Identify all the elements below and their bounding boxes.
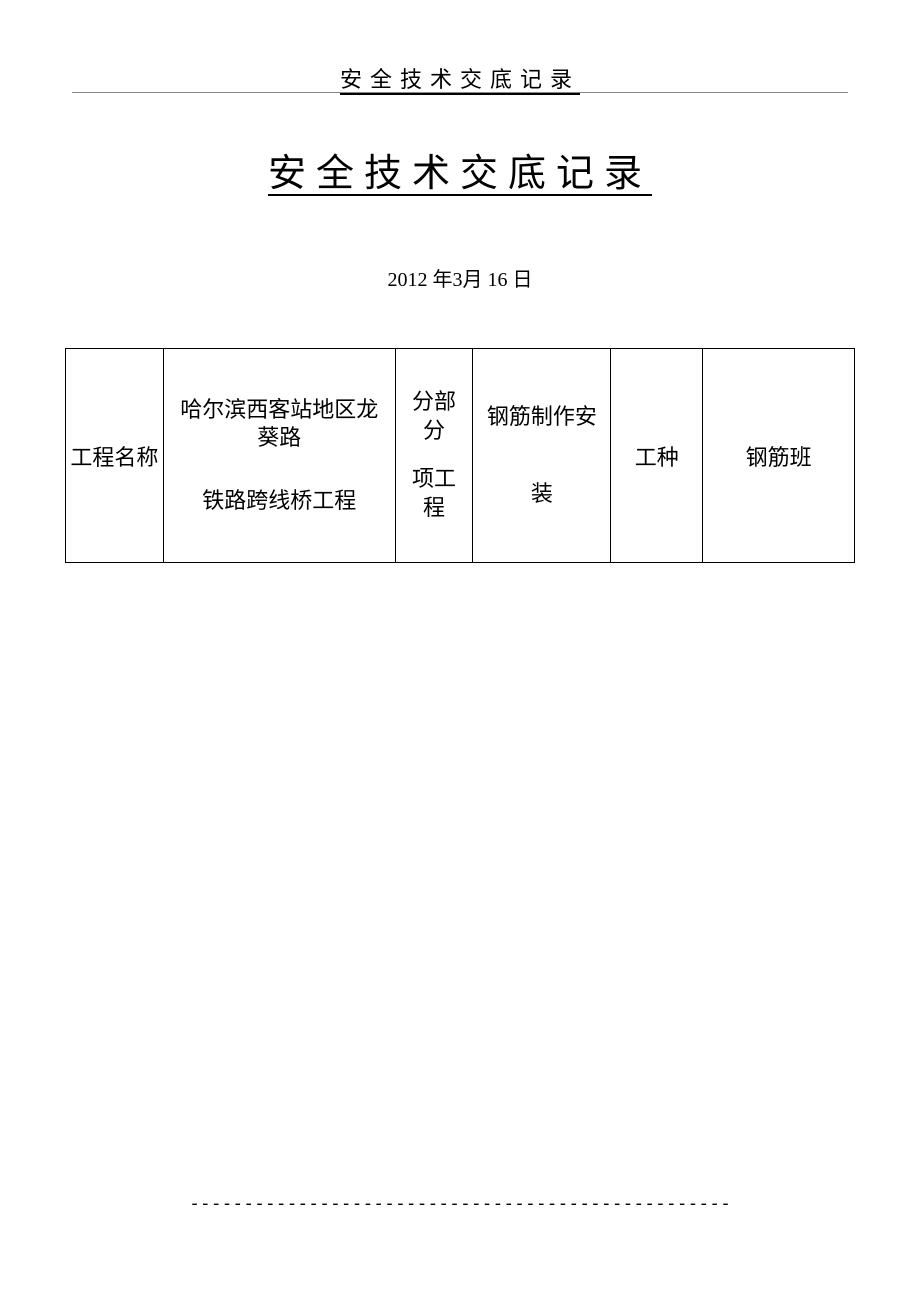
work-type-label-cell: 工种 <box>611 349 703 563</box>
running-title: 安全技术交底记录 <box>0 0 920 100</box>
project-name-line1: 哈尔滨西客站地区龙葵路 <box>170 396 389 453</box>
header-rule <box>72 92 848 93</box>
work-type-value-cell: 钢筋班 <box>703 349 855 563</box>
subproject-label-line1: 分部分 <box>402 388 467 445</box>
subproject-value-cell: 钢筋制作安 装 <box>473 349 611 563</box>
footer-dashes: ----------------------------------------… <box>0 1193 920 1214</box>
info-table: 工程名称 哈尔滨西客站地区龙葵路 铁路跨线桥工程 分部分 项工程 钢筋制作安 装… <box>65 348 855 563</box>
subproject-value-line2: 装 <box>531 480 553 509</box>
table-row: 工程名称 哈尔滨西客站地区龙葵路 铁路跨线桥工程 分部分 项工程 钢筋制作安 装… <box>66 349 855 563</box>
date-line: 2012 年3月 16 日 <box>0 263 920 292</box>
subproject-label-line2: 项工程 <box>402 465 467 522</box>
main-title: 安全技术交底记录 <box>0 142 920 197</box>
subproject-label-cell: 分部分 项工程 <box>395 349 473 563</box>
project-name-line2: 铁路跨线桥工程 <box>202 487 356 516</box>
project-name-value-cell: 哈尔滨西客站地区龙葵路 铁路跨线桥工程 <box>163 349 395 563</box>
work-type-label: 工种 <box>635 445 679 470</box>
work-type-value: 钢筋班 <box>746 445 812 470</box>
project-name-label: 工程名称 <box>70 445 158 470</box>
subproject-value-line1: 钢筋制作安 <box>487 403 597 432</box>
project-name-label-cell: 工程名称 <box>66 349 164 563</box>
